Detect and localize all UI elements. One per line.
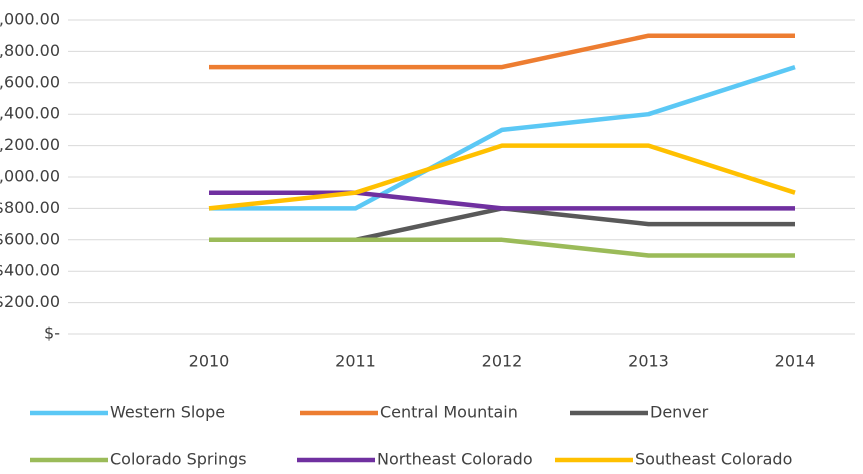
series-line — [209, 206, 795, 243]
y-tick-label: $400.00 — [0, 261, 60, 280]
legend-label: Denver — [650, 403, 709, 422]
legend-label: Northeast Colorado — [377, 450, 533, 469]
x-tick-label: 2013 — [628, 352, 669, 371]
legend-label: Western Slope — [110, 403, 225, 422]
series-line — [209, 64, 796, 211]
legend-label: Central Mountain — [380, 403, 518, 422]
y-tick-label: $1,600.00 — [0, 72, 60, 91]
y-tick-label: $1,000.00 — [0, 167, 60, 186]
x-tick-label: 2011 — [335, 352, 376, 371]
y-tick-label: $600.00 — [0, 229, 60, 248]
y-tick-label: $200.00 — [0, 292, 60, 311]
x-tick-label: 2012 — [482, 352, 523, 371]
x-tick-label: 2010 — [189, 352, 230, 371]
series-line — [209, 190, 795, 211]
y-tick-label: $1,800.00 — [0, 41, 60, 60]
x-tick-label: 2014 — [775, 352, 816, 371]
y-tick-label: $1,200.00 — [0, 135, 60, 154]
series-line — [209, 33, 795, 70]
legend-label: Colorado Springs — [110, 450, 247, 469]
series-line — [209, 237, 795, 258]
series-line — [208, 143, 796, 211]
legend-label: Southeast Colorado — [635, 450, 792, 469]
y-tick-label: $2,000.00 — [0, 10, 60, 29]
y-tick-label: $800.00 — [0, 198, 60, 217]
y-tick-label: $1,400.00 — [0, 104, 60, 123]
y-tick-label: $- — [44, 324, 60, 343]
